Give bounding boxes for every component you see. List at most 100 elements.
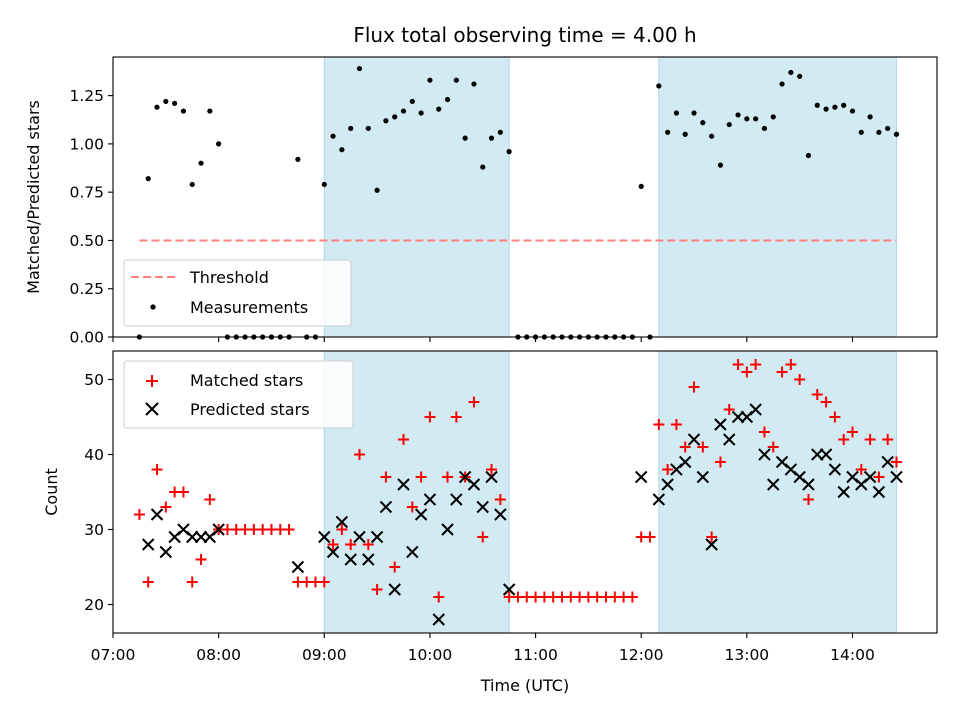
predicted-star-marker bbox=[687, 433, 701, 446]
bottom-y-ticks: 20 30 40 50 bbox=[84, 371, 113, 614]
predicted-star-marker bbox=[661, 478, 674, 491]
measurement-point bbox=[876, 129, 882, 135]
predicted-star-marker bbox=[388, 583, 401, 596]
measurement-point bbox=[832, 104, 838, 110]
top-y-tick-label: 0.25 bbox=[69, 280, 104, 298]
matched-star-marker bbox=[855, 464, 867, 475]
top-y-ticks: 0.00 0.25 0.50 0.75 1.00 1.25 bbox=[69, 87, 113, 347]
predicted-star-marker bbox=[863, 470, 877, 484]
predicted-star-marker bbox=[362, 553, 375, 566]
matched-star-marker bbox=[811, 389, 823, 400]
measurement-point bbox=[295, 156, 301, 162]
top-plot-frame bbox=[112, 56, 938, 338]
predicted-star-marker bbox=[494, 508, 507, 521]
matched-star-marker bbox=[371, 584, 383, 595]
measurement-point bbox=[462, 135, 468, 141]
top-legend: Threshold Measurements bbox=[123, 259, 352, 327]
measurement-point bbox=[488, 135, 495, 141]
bottom-shaded-intervals bbox=[323, 350, 898, 634]
bottom-y-tick-label: 20 bbox=[84, 596, 104, 614]
predicted-star-marker bbox=[423, 493, 437, 506]
measurement-point bbox=[753, 116, 759, 122]
measurement-point bbox=[700, 120, 706, 126]
measurement-point bbox=[145, 176, 151, 182]
top-shade-1 bbox=[658, 56, 898, 338]
bottom-panel: 20 30 40 50 07:00 08:00 09:00 10:00 11:00 12:00 1… bbox=[42, 350, 938, 695]
matched-star-marker bbox=[750, 359, 762, 370]
predicted-star-marker bbox=[335, 515, 349, 529]
top-shaded-intervals bbox=[323, 56, 898, 338]
measurement-point bbox=[691, 110, 697, 116]
predicted-star-markers bbox=[142, 403, 903, 626]
bottom-y-tick-label: 50 bbox=[84, 371, 104, 389]
measurement-point bbox=[365, 125, 371, 132]
measurement-point bbox=[682, 131, 688, 137]
measurement-point bbox=[471, 81, 477, 87]
matched-star-marker bbox=[802, 494, 814, 505]
predicted-star-marker bbox=[723, 433, 736, 446]
legend-predicted-label: Predicted stars bbox=[190, 400, 310, 419]
matched-star-marker bbox=[415, 471, 427, 483]
top-y-tick-label: 0.00 bbox=[69, 329, 104, 347]
matched-star-marker bbox=[829, 411, 841, 423]
matched-star-marker bbox=[160, 501, 172, 513]
predicted-star-marker bbox=[502, 583, 516, 596]
measurement-point bbox=[163, 98, 169, 105]
predicted-star-marker bbox=[186, 530, 199, 544]
x-tick-label: 09:00 bbox=[302, 646, 347, 664]
measurement-point bbox=[418, 110, 424, 116]
measurement-point bbox=[858, 129, 864, 135]
bottom-y-tick-label: 40 bbox=[84, 446, 104, 464]
measurement-point bbox=[383, 118, 389, 124]
predicted-star-marker bbox=[344, 553, 357, 566]
measurement-point bbox=[339, 147, 345, 153]
matched-star-marker bbox=[450, 411, 462, 423]
matched-star-marker bbox=[177, 486, 189, 498]
predicted-star-marker bbox=[432, 613, 445, 626]
matched-star-marker bbox=[380, 471, 392, 483]
matched-star-marker bbox=[864, 434, 876, 445]
predicted-star-marker bbox=[379, 500, 393, 514]
x-tick-label: 14:00 bbox=[830, 646, 875, 664]
measurement-point bbox=[409, 98, 415, 105]
measurement-point bbox=[207, 108, 213, 114]
matched-star-marker bbox=[283, 524, 295, 535]
matched-star-marker bbox=[820, 396, 832, 408]
measurement-point bbox=[330, 133, 336, 139]
measurement-point bbox=[779, 81, 785, 87]
measurement-point bbox=[770, 114, 776, 120]
matched-star-marker bbox=[151, 464, 163, 475]
chart-title: Flux total observing time = 4.00 h bbox=[353, 23, 696, 47]
measurement-point bbox=[893, 131, 900, 137]
predicted-star-marker bbox=[467, 478, 481, 491]
bottom-shade-1 bbox=[658, 350, 898, 634]
matched-star-marker bbox=[204, 494, 216, 505]
measurement-point bbox=[761, 125, 768, 132]
measurement-point bbox=[814, 102, 820, 108]
top-y-tick-label: 0.50 bbox=[69, 232, 104, 250]
matched-star-marker bbox=[732, 359, 744, 370]
matched-star-marker bbox=[670, 419, 682, 430]
predicted-star-marker bbox=[881, 455, 894, 469]
matched-star-marker bbox=[776, 366, 788, 378]
matched-star-marker bbox=[362, 539, 374, 550]
measurement-point bbox=[717, 162, 724, 168]
measurement-point bbox=[665, 129, 671, 135]
measurement-point bbox=[392, 114, 398, 120]
matched-star-marker bbox=[697, 441, 709, 453]
x-tick-label: 12:00 bbox=[619, 646, 664, 664]
legend-predicted-swatch bbox=[145, 402, 159, 416]
matched-star-marker bbox=[442, 471, 454, 483]
predicted-star-marker bbox=[696, 470, 710, 484]
matched-star-marker bbox=[353, 449, 365, 460]
top-y-tick-label: 1.00 bbox=[69, 135, 104, 153]
matched-star-marker bbox=[688, 381, 700, 393]
measurement-point bbox=[180, 108, 187, 114]
matched-star-marker bbox=[433, 591, 445, 603]
matched-star-marker bbox=[873, 471, 885, 483]
bottom-y-axis-label: Count bbox=[42, 468, 61, 516]
measurement-point bbox=[797, 73, 803, 79]
legend-threshold-label: Threshold bbox=[189, 268, 269, 287]
top-panel: 0.00 0.25 0.50 0.75 1.00 1.25 Matched/Predict… bbox=[24, 56, 938, 347]
matched-star-marker bbox=[486, 464, 498, 475]
